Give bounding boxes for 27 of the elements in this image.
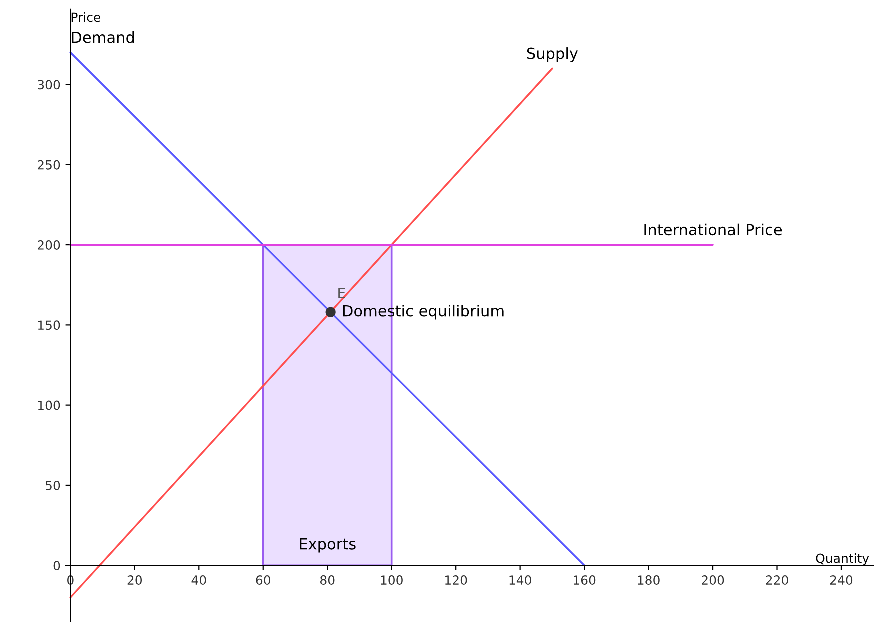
- series-label: Supply: [527, 48, 578, 62]
- x-tick-label: 220: [766, 576, 788, 586]
- x-tick-label: 40: [192, 576, 206, 586]
- y-tick-label: 100: [38, 400, 60, 410]
- series-label: International Price: [644, 224, 782, 236]
- y-tick-label: 300: [38, 80, 60, 90]
- y-axis-title: Price: [72, 12, 100, 22]
- x-tick-label: 240: [830, 576, 853, 586]
- annotation: Domestic equilibrium: [343, 304, 504, 320]
- x-tick-label: 120: [446, 576, 468, 586]
- y-tick-label: 250: [38, 160, 60, 170]
- y-tick-label: 50: [46, 480, 60, 490]
- x-tick-label: 80: [320, 576, 335, 586]
- x-tick-label: 100: [381, 576, 403, 586]
- x-tick-label: 200: [702, 576, 724, 586]
- y-tick-label: 0: [54, 561, 60, 571]
- x-tick-label: 160: [574, 576, 596, 586]
- x-axis-title: Quantity: [816, 554, 870, 566]
- y-tick-label: 150: [38, 320, 60, 330]
- y-tick-label: 200: [38, 240, 60, 250]
- series-label: Demand: [72, 32, 134, 44]
- x-tick-label: 20: [128, 576, 142, 586]
- series-label: E: [338, 288, 346, 298]
- series-label: Exports: [300, 538, 356, 553]
- x-tick-label: 60: [256, 576, 270, 586]
- x-tick-label: 180: [638, 576, 660, 586]
- x-tick-label: 140: [510, 576, 532, 586]
